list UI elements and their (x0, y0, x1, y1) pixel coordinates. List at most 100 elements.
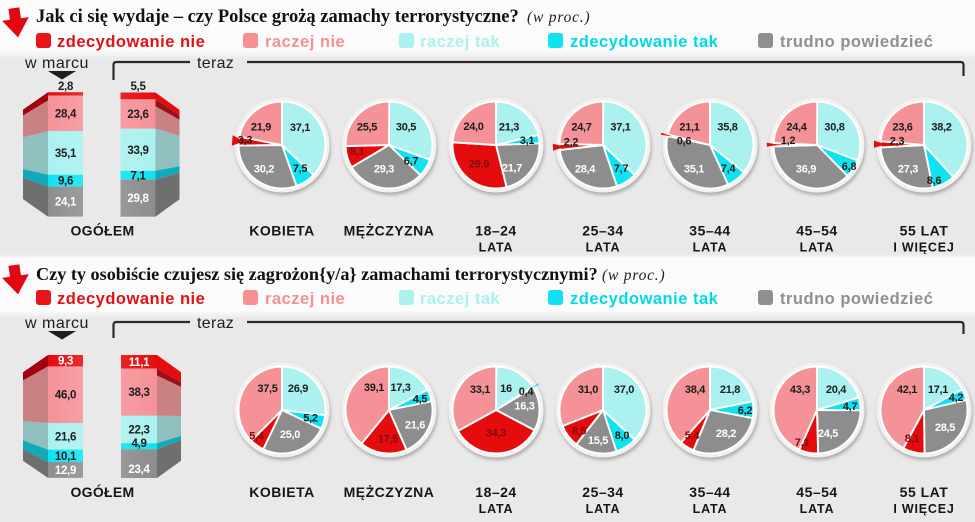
svg-text:teraz: teraz (197, 55, 234, 72)
svg-text:37,1: 37,1 (610, 122, 630, 134)
svg-text:8,0: 8,0 (615, 430, 630, 442)
svg-text:16: 16 (500, 383, 512, 395)
svg-text:25,5: 25,5 (357, 122, 377, 134)
svg-text:17,1: 17,1 (928, 384, 948, 396)
svg-text:24,5: 24,5 (818, 428, 838, 440)
svg-text:55 LAT: 55 LAT (900, 223, 949, 239)
svg-text:25–34: 25–34 (582, 223, 623, 239)
svg-text:12,9: 12,9 (55, 465, 76, 477)
svg-text:MĘŻCZYZNA: MĘŻCZYZNA (344, 484, 435, 500)
svg-text:teraz: teraz (197, 315, 234, 332)
svg-text:3,3: 3,3 (238, 135, 253, 147)
svg-text:28,2: 28,2 (716, 428, 736, 440)
svg-text:23,6: 23,6 (892, 122, 912, 134)
svg-text:27,3: 27,3 (898, 164, 918, 176)
svg-text:LATA: LATA (586, 241, 621, 255)
svg-text:34,3: 34,3 (486, 428, 506, 440)
svg-text:trudno powiedzieć: trudno powiedzieć (780, 290, 933, 308)
svg-text:21,1: 21,1 (679, 122, 699, 134)
svg-text:21,6: 21,6 (55, 431, 76, 443)
svg-text:33,1: 33,1 (470, 384, 490, 396)
svg-text:24,7: 24,7 (571, 122, 591, 134)
svg-text:6,8: 6,8 (842, 161, 857, 173)
svg-text:OGÓŁEM: OGÓŁEM (70, 483, 134, 500)
svg-text:20,4: 20,4 (826, 384, 847, 396)
svg-text:8,6: 8,6 (927, 175, 942, 187)
svg-text:24,4: 24,4 (786, 122, 807, 134)
svg-text:4,2: 4,2 (949, 392, 964, 404)
svg-text:w marcu: w marcu (24, 55, 89, 72)
svg-text:36,9: 36,9 (796, 164, 816, 176)
svg-text:43,3: 43,3 (790, 384, 810, 396)
svg-text:0,6: 0,6 (677, 136, 692, 148)
svg-text:37,1: 37,1 (290, 122, 310, 134)
svg-text:17,3: 17,3 (390, 382, 410, 394)
svg-text:28,5: 28,5 (935, 422, 955, 434)
svg-text:8,1: 8,1 (350, 146, 365, 158)
svg-text:5,2: 5,2 (303, 413, 318, 425)
svg-text:LATA: LATA (693, 241, 728, 255)
svg-text:37,5: 37,5 (257, 383, 277, 395)
svg-text:9,6: 9,6 (58, 176, 73, 188)
svg-text:9,3: 9,3 (58, 356, 73, 368)
svg-text:38,2: 38,2 (931, 122, 951, 134)
svg-text:KOBIETA: KOBIETA (249, 223, 314, 239)
svg-text:21,6: 21,6 (405, 420, 425, 432)
svg-text:46,0: 46,0 (55, 390, 76, 402)
svg-text:LATA: LATA (693, 502, 728, 516)
svg-text:45–54: 45–54 (796, 223, 837, 239)
svg-text:5,4: 5,4 (685, 430, 701, 442)
svg-text:28,4: 28,4 (55, 108, 77, 120)
svg-text:OGÓŁEM: OGÓŁEM (70, 222, 134, 239)
svg-text:24,1: 24,1 (55, 197, 77, 209)
svg-text:3,1: 3,1 (520, 135, 535, 147)
svg-text:37,0: 37,0 (614, 384, 634, 396)
svg-text:30,8: 30,8 (824, 122, 844, 134)
svg-text:(w proc.): (w proc.) (527, 9, 590, 26)
svg-text:38,3: 38,3 (128, 387, 149, 399)
svg-text:7,1: 7,1 (795, 437, 810, 449)
svg-text:2,2: 2,2 (564, 137, 579, 149)
svg-text:26,9: 26,9 (288, 383, 308, 395)
svg-text:2,3: 2,3 (890, 136, 905, 148)
svg-text:16,3: 16,3 (514, 401, 534, 413)
svg-text:KOBIETA: KOBIETA (249, 484, 314, 500)
svg-text:5,4: 5,4 (249, 431, 265, 443)
svg-text:35,1: 35,1 (684, 164, 704, 176)
svg-text:4,9: 4,9 (131, 438, 146, 450)
svg-text:7,7: 7,7 (614, 163, 629, 175)
svg-text:raczej nie: raczej nie (265, 290, 345, 308)
svg-text:zdecydowanie nie: zdecydowanie nie (57, 290, 205, 308)
svg-text:24,0: 24,0 (463, 121, 483, 133)
svg-text:39,1: 39,1 (364, 382, 384, 394)
svg-text:25,0: 25,0 (280, 429, 300, 441)
svg-text:35–44: 35–44 (689, 223, 730, 239)
svg-text:22,3: 22,3 (128, 425, 149, 437)
svg-text:1,2: 1,2 (781, 135, 796, 147)
svg-text:zdecydowanie tak: zdecydowanie tak (570, 33, 719, 51)
svg-text:raczej nie: raczej nie (265, 33, 345, 51)
svg-text:42,1: 42,1 (897, 384, 917, 396)
svg-text:6,2: 6,2 (738, 405, 753, 417)
svg-text:15,5: 15,5 (588, 435, 608, 447)
svg-text:29,8: 29,8 (127, 193, 149, 205)
svg-text:raczej tak: raczej tak (420, 290, 501, 308)
svg-text:I WIĘCEJ: I WIĘCEJ (893, 241, 954, 255)
svg-text:31,0: 31,0 (578, 384, 598, 396)
svg-text:21,7: 21,7 (502, 163, 522, 175)
svg-text:35–44: 35–44 (689, 484, 730, 500)
svg-text:4,5: 4,5 (413, 394, 428, 406)
svg-text:zdecydowanie tak: zdecydowanie tak (570, 290, 719, 308)
svg-text:30,2: 30,2 (254, 164, 274, 176)
svg-text:0,4: 0,4 (519, 386, 535, 398)
svg-text:Czy ty osobiście czujesz się z: Czy ty osobiście czujesz się zagrożon{y/… (36, 264, 598, 284)
svg-text:LATA: LATA (479, 241, 514, 255)
svg-text:LATA: LATA (586, 502, 621, 516)
svg-text:5,5: 5,5 (130, 81, 146, 93)
svg-text:28,4: 28,4 (575, 164, 596, 176)
svg-text:21,8: 21,8 (720, 384, 740, 396)
svg-text:23,6: 23,6 (127, 109, 148, 121)
svg-text:45–54: 45–54 (796, 484, 837, 500)
svg-text:38,4: 38,4 (685, 384, 706, 396)
svg-text:23,4: 23,4 (128, 464, 150, 476)
